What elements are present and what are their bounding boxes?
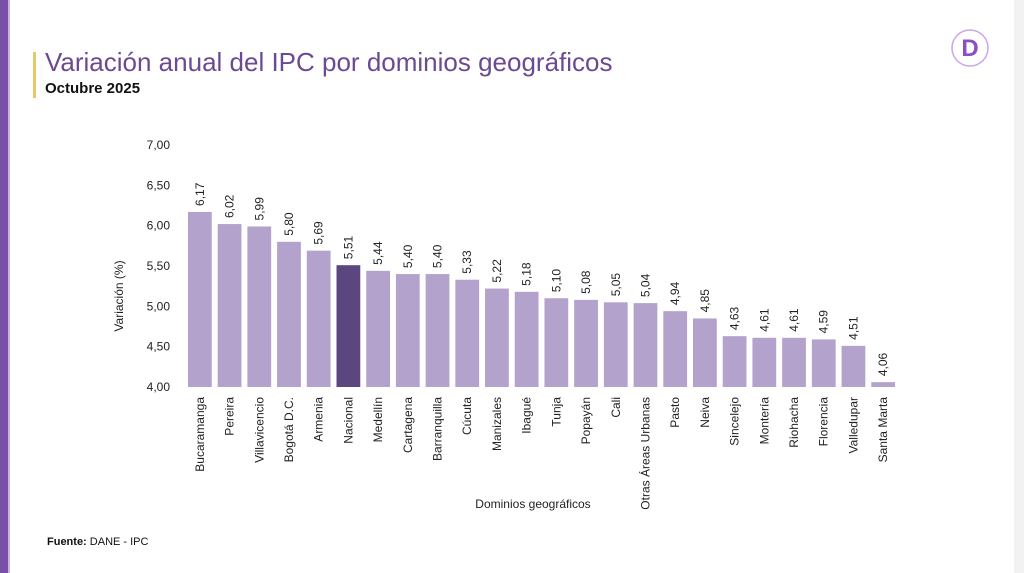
bar-valledupar	[841, 345, 866, 387]
value-label-nacional: 5,51	[341, 236, 355, 260]
value-label-pereira: 6,02	[223, 194, 237, 218]
bar-ibague	[514, 291, 539, 387]
bar-medellin	[366, 270, 390, 387]
y-axis-label: Variación (%)	[112, 260, 126, 331]
bar-sincelejo	[722, 336, 747, 387]
value-label-cartagena: 5,40	[401, 244, 415, 268]
x-axis-label: Dominios geográficos	[475, 497, 590, 511]
category-label-bucaramanga: Bucaramanga	[193, 397, 207, 472]
y-tick-label: 4,50	[147, 340, 171, 354]
y-tick-label: 5,50	[147, 259, 171, 273]
value-label-cali: 5,05	[609, 273, 623, 297]
bar-riohacha	[782, 337, 806, 387]
frame-left-border-inner	[8, 0, 10, 573]
category-label-pereira: Pereira	[223, 397, 237, 436]
category-label-sincelejo: Sincelejo	[728, 397, 742, 446]
category-label-florencia: Florencia	[817, 397, 831, 447]
value-label-neiva: 4,85	[698, 289, 712, 313]
value-label-santa-marta: 4,06	[876, 352, 890, 376]
logo-letter: D	[961, 35, 978, 62]
bar-cartagena	[395, 274, 420, 387]
category-label-barranquilla: Barranquilla	[431, 397, 445, 461]
bar-pasto	[663, 311, 688, 387]
bar-monteria	[752, 337, 777, 387]
value-label-cucuta: 5,33	[460, 250, 474, 274]
value-label-medellin: 5,44	[371, 241, 385, 265]
bar-manizales	[485, 288, 509, 387]
bar-cucuta	[455, 279, 480, 387]
bar-bucaramanga	[187, 211, 212, 387]
bar-florencia	[811, 339, 836, 387]
value-label-popayan: 5,08	[579, 270, 593, 294]
category-label-armenia: Armenia	[312, 397, 326, 442]
value-label-otras-areas-urbanas: 5,04	[638, 273, 652, 297]
bar-pereira	[217, 224, 242, 387]
category-label-medellin: Medellín	[371, 397, 385, 442]
bar-cali	[603, 302, 628, 387]
bar-santa-marta	[871, 382, 896, 387]
category-label-pasto: Pasto	[668, 397, 682, 428]
value-label-monteria: 4,61	[757, 308, 771, 332]
category-label-villavicencio: Villavicencio	[252, 397, 266, 463]
bar-neiva	[693, 318, 717, 387]
y-axis-tick-labels: 4,00 4,50 5,00 5,50 6,00 6,50 7,00	[147, 138, 171, 394]
page-title: Variación anual del IPC por dominios geo…	[45, 47, 613, 77]
value-label-pasto: 4,94	[668, 281, 682, 305]
source-note: Fuente: DANE - IPC	[47, 536, 148, 548]
brand-d-logo-icon: D	[951, 29, 989, 67]
category-label-bogota-d-c: Bogotá D.C.	[282, 397, 296, 462]
category-label-cartagena: Cartagena	[401, 397, 415, 453]
category-label-cali: Cali	[609, 397, 623, 418]
value-label-manizales: 5,22	[490, 259, 504, 283]
value-label-armenia: 5,69	[312, 221, 326, 245]
value-labels: 6,17 6,02 5,99 5,80 5,69 5,51 5,44 5,40 5,40 5,33…	[193, 182, 890, 376]
bar-popayan	[574, 299, 598, 387]
y-tick-label: 6,00	[147, 219, 171, 233]
value-label-barranquilla: 5,40	[431, 244, 445, 268]
title-accent-bar	[33, 52, 36, 98]
y-tick-label: 6,50	[147, 178, 171, 192]
category-label-manizales: Manizales	[490, 397, 504, 451]
bar-otras-areas-urbanas	[633, 303, 658, 387]
value-label-sincelejo: 4,63	[728, 306, 742, 330]
value-label-riohacha: 4,61	[787, 308, 801, 332]
category-labels: Bucaramanga Pereira Villavicencio Bogotá D.…	[193, 397, 890, 510]
bars	[187, 211, 896, 387]
value-label-ibague: 5,18	[520, 262, 534, 286]
value-label-tunja: 5,10	[549, 269, 563, 293]
frame-right-border	[1014, 0, 1024, 573]
page-subtitle: Octubre 2025	[45, 80, 141, 97]
logo-ring	[951, 29, 989, 67]
y-tick-label: 4,00	[147, 380, 171, 394]
bar-armenia	[306, 250, 331, 387]
category-label-valledupar: Valledupar	[846, 397, 860, 453]
category-label-riohacha: Riohacha	[787, 397, 801, 448]
category-label-monteria: Montería	[757, 397, 771, 445]
source-label: Fuente:	[47, 536, 87, 548]
value-label-valledupar: 4,51	[846, 316, 860, 340]
category-label-tunja: Tunja	[549, 397, 563, 427]
bar-tunja	[544, 298, 569, 387]
frame-left-border	[0, 0, 8, 573]
category-label-popayan: Popayán	[579, 397, 593, 444]
bar-nacional	[336, 265, 361, 387]
y-tick-label: 5,00	[147, 299, 171, 313]
value-label-florencia: 4,59	[817, 310, 831, 334]
y-tick-label: 7,00	[147, 138, 171, 152]
bar-villavicencio	[247, 226, 272, 387]
bar-bogota-d-c	[277, 241, 301, 387]
value-label-bogota-d-c: 5,80	[282, 212, 296, 236]
category-label-nacional: Nacional	[341, 397, 355, 444]
bar-barranquilla	[425, 274, 450, 387]
source-value: DANE - IPC	[86, 536, 149, 548]
value-label-bucaramanga: 6,17	[193, 182, 207, 206]
category-label-ibague: Ibagué	[520, 397, 534, 434]
category-label-santa-marta: Santa Marta	[876, 397, 890, 463]
category-label-cucuta: Cúcuta	[460, 397, 474, 435]
value-label-villavicencio: 5,99	[252, 197, 266, 221]
category-label-otras-areas-urbanas: Otras Áreas Urbanas	[637, 397, 652, 510]
category-label-neiva: Neiva	[698, 397, 712, 428]
